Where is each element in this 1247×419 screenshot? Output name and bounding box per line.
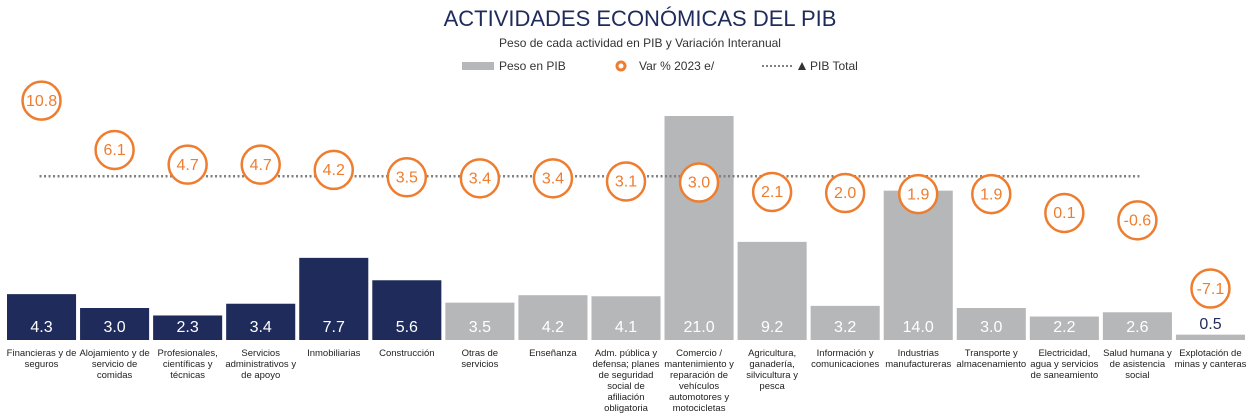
bar <box>591 296 661 340</box>
legend-swatch <box>462 62 494 70</box>
data-label: -0.6 <box>1124 213 1152 230</box>
x-tick-label: Servicios administrativos y de apoyo <box>225 348 297 381</box>
data-label: 3.5 <box>469 319 491 336</box>
var-marker <box>605 161 647 202</box>
var-marker <box>459 158 501 199</box>
data-label: -7.1 <box>1197 281 1225 298</box>
chart-subtitle: Peso de cada actividad en PIB y Variació… <box>499 36 781 50</box>
bar <box>7 294 77 340</box>
x-tick-label: Información y comunicaciones <box>811 348 880 370</box>
chart-title: ACTIVIDADES ECONÓMICAS DEL PIB <box>444 6 837 31</box>
var-marker <box>313 149 355 191</box>
var-marker <box>1117 200 1158 241</box>
var-marker <box>824 172 866 214</box>
x-tick-label: Construcción <box>379 348 435 359</box>
legend-label: Var % 2023 e/ <box>639 59 715 73</box>
x-tick-label: Enseñanza <box>529 348 577 359</box>
data-label: 1.9 <box>980 186 1002 203</box>
legend-label: PIB Total <box>810 59 858 73</box>
var-marker <box>1044 192 1085 234</box>
var-marker <box>1190 268 1231 309</box>
var-marker <box>532 158 574 199</box>
x-tick-label: Alojamiento y de servicio de comidas <box>79 348 150 381</box>
x-tick-label: Salud humana y de asistencia social <box>1103 348 1172 381</box>
var-marker <box>240 144 281 185</box>
data-label: 2.6 <box>1126 319 1148 336</box>
x-tick-label: Adm. pública y defensa; planes de seguri… <box>592 348 660 414</box>
data-label: 4.7 <box>250 157 272 174</box>
data-label: 2.0 <box>834 185 856 202</box>
data-label: 3.2 <box>834 319 856 336</box>
data-label: 14.0 <box>903 319 934 336</box>
bar <box>1029 316 1099 340</box>
bar <box>372 280 442 340</box>
data-label: 3.0 <box>688 175 710 192</box>
bar <box>810 305 880 340</box>
data-label: 3.1 <box>615 174 637 191</box>
data-label: 6.1 <box>103 142 125 159</box>
data-label: 3.4 <box>250 319 272 336</box>
bar <box>956 308 1026 340</box>
data-label: 5.6 <box>396 319 418 336</box>
data-label: 0.5 <box>1199 316 1221 333</box>
data-label: 4.1 <box>615 319 637 336</box>
var-marker <box>386 157 428 198</box>
data-label: 1.9 <box>907 186 929 203</box>
var-marker <box>678 162 720 203</box>
x-tick-label: Inmobiliarias <box>307 348 361 359</box>
data-label: 3.5 <box>396 169 418 186</box>
legend-swatch <box>798 62 806 70</box>
x-tick-label: Electricidad, agua y servicios de saneam… <box>1030 348 1099 381</box>
data-label: 4.2 <box>323 162 345 179</box>
x-tick-label: Explotación de minas y canteras <box>1174 348 1247 370</box>
x-tick-label: Financieras y de seguros <box>6 348 77 370</box>
data-label: 3.0 <box>103 319 125 336</box>
data-label: 4.7 <box>177 157 199 174</box>
x-tick-label: Otras de servicios <box>461 348 499 370</box>
x-tick-label: Profesionales, científicas y técnicas <box>157 348 218 381</box>
data-label: 3.0 <box>980 319 1002 336</box>
bar <box>883 190 953 340</box>
legend-label: Peso en PIB <box>499 59 566 73</box>
bar <box>518 295 588 340</box>
var-marker <box>94 129 135 171</box>
bar <box>1102 312 1172 340</box>
bar <box>664 116 734 340</box>
x-tick-label: Comercio / mantenimiento y reparación de… <box>664 348 734 414</box>
var-marker <box>751 171 793 213</box>
data-label: 10.8 <box>26 93 57 110</box>
x-tick-label: Industrias manufactureras <box>885 348 952 370</box>
bar <box>153 315 223 340</box>
data-label: 9.2 <box>761 319 783 336</box>
var-marker <box>21 80 62 121</box>
bar <box>1175 334 1245 340</box>
bar <box>737 241 807 340</box>
x-tick-label: Agricultura, ganadería, silvicultura y p… <box>746 348 798 392</box>
data-label: 4.3 <box>30 319 52 336</box>
data-label: 4.2 <box>542 319 564 336</box>
bar <box>445 302 515 340</box>
bar <box>299 257 369 340</box>
data-label: 3.4 <box>469 171 491 188</box>
bar <box>80 308 150 340</box>
legend-swatch <box>615 60 627 72</box>
data-label: 2.1 <box>761 184 783 201</box>
var-marker <box>897 173 939 215</box>
var-marker <box>971 173 1012 215</box>
data-label: 3.4 <box>542 171 564 188</box>
data-label: 7.7 <box>323 319 345 336</box>
var-marker <box>167 144 208 185</box>
x-tick-label: Transporte y almacenamiento <box>956 348 1027 370</box>
data-label: 2.2 <box>1053 319 1075 336</box>
bar <box>226 303 296 340</box>
data-label: 21.0 <box>683 319 714 336</box>
data-label: 0.1 <box>1053 205 1075 222</box>
data-label: 2.3 <box>177 319 199 336</box>
